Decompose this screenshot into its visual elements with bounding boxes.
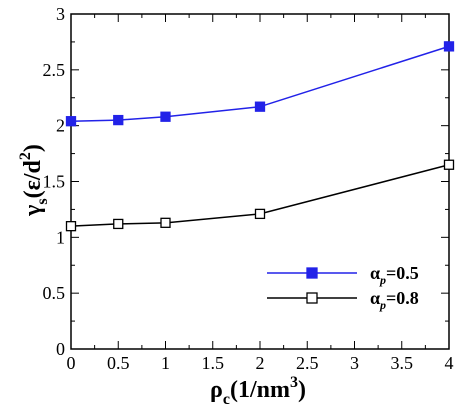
x-tick-label: 4 xyxy=(445,353,454,373)
data-point-series-2 xyxy=(65,221,77,232)
y-tick-label: 0.5 xyxy=(43,283,66,303)
y-tick-label: 2.5 xyxy=(43,60,66,80)
x-tick-label: 1.5 xyxy=(202,353,225,373)
legend-entry-series-1: αp=0.5 xyxy=(267,263,419,287)
data-point-series-1 xyxy=(113,114,124,126)
legend-label-series-2: αp=0.8 xyxy=(370,288,419,312)
plot-area: 0 0.5 1 1.5 2 2.5 3 3.5 4 0 0.5 1 1.5 2 2.5 3 xyxy=(43,4,455,373)
y-tick-label: 1 xyxy=(56,227,65,247)
data-point-series-2 xyxy=(113,218,124,230)
data-point-series-1 xyxy=(443,41,455,52)
data-point-series-1 xyxy=(65,116,77,127)
x-tick-label: 2 xyxy=(256,353,265,373)
y-tick-label: 1.5 xyxy=(43,172,66,192)
y-tick-label: 3 xyxy=(56,4,65,24)
x-tick-label: 3.5 xyxy=(391,353,414,373)
x-tick-label: 3 xyxy=(350,353,359,373)
data-point-series-2 xyxy=(254,208,266,220)
data-point-series-2 xyxy=(160,217,171,228)
data-point-series-2 xyxy=(443,159,455,170)
legend: αp=0.5 αp=0.8 xyxy=(267,263,419,312)
x-tick-label: 0.5 xyxy=(107,353,130,373)
legend-marker-series-1 xyxy=(306,267,318,279)
legend-label-series-1: αp=0.5 xyxy=(370,263,419,287)
y-axis-title: γs(ε/d2) xyxy=(17,144,51,217)
data-point-series-1 xyxy=(160,111,171,122)
x-axis-title: ρc(1/nm3) xyxy=(210,374,306,408)
legend-entry-series-2: αp=0.8 xyxy=(267,288,419,312)
y-tick-label: 2 xyxy=(56,116,65,136)
x-tick-label: 0 xyxy=(67,353,76,373)
data-point-series-1 xyxy=(254,101,266,112)
legend-marker-series-2 xyxy=(306,292,318,304)
x-tick-label: 1 xyxy=(161,353,170,373)
x-tick-label: 2.5 xyxy=(296,353,319,373)
y-tick-label: 0 xyxy=(56,339,65,359)
